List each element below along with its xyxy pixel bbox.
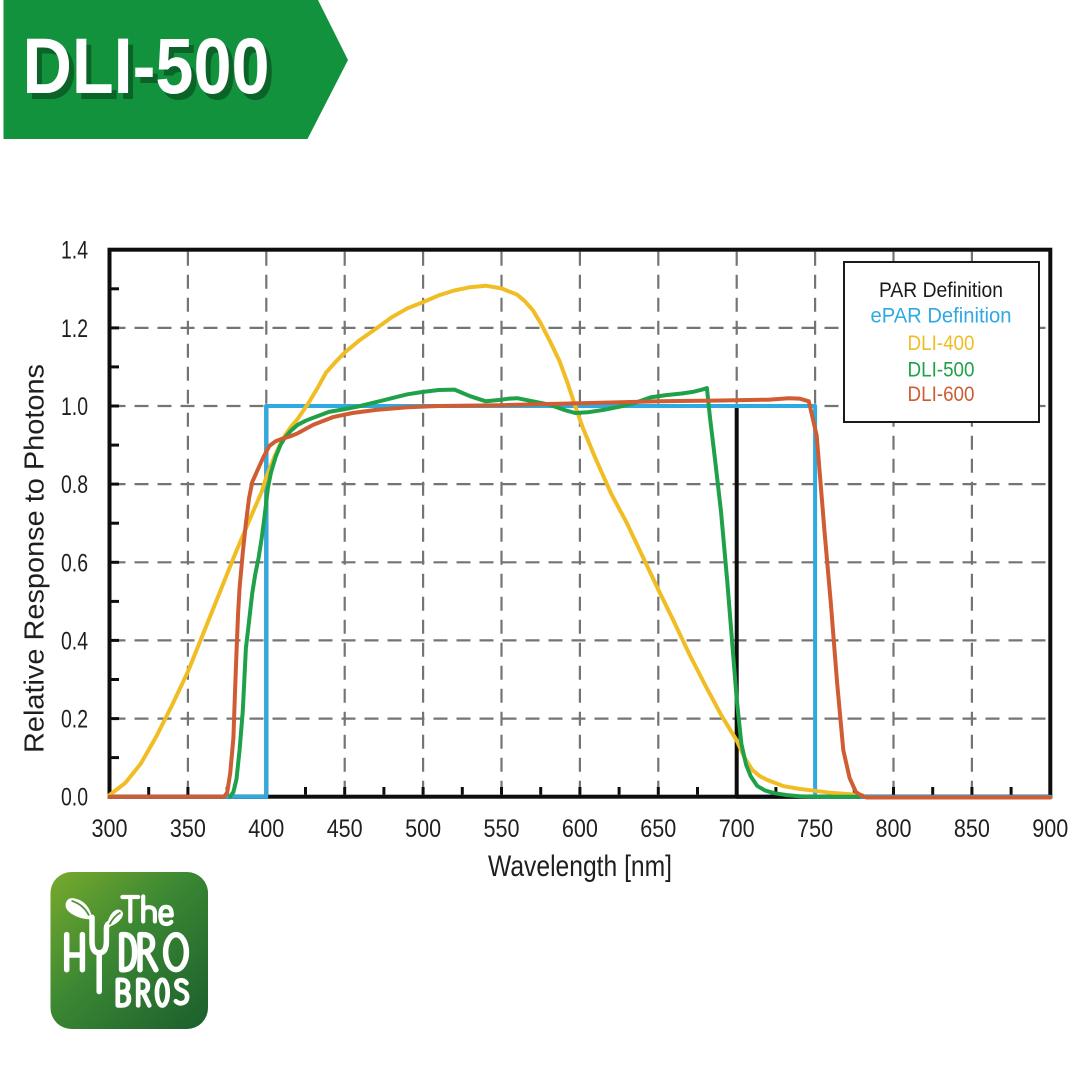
svg-text:700: 700 <box>719 815 755 843</box>
svg-text:0.4: 0.4 <box>61 627 88 655</box>
svg-text:PAR Definition: PAR Definition <box>879 278 1003 302</box>
svg-text:DLI-500: DLI-500 <box>23 21 270 110</box>
svg-text:0.2: 0.2 <box>61 706 88 734</box>
svg-text:Relative Response to Photons: Relative Response to Photons <box>19 364 50 753</box>
svg-text:450: 450 <box>327 815 363 843</box>
svg-text:0.0: 0.0 <box>61 784 88 812</box>
svg-text:DLI-400: DLI-400 <box>908 331 975 355</box>
svg-text:0.8: 0.8 <box>61 471 88 499</box>
svg-text:650: 650 <box>640 815 676 843</box>
svg-text:DLI-500: DLI-500 <box>28 27 275 116</box>
svg-text:400: 400 <box>248 815 284 843</box>
svg-text:1.0: 1.0 <box>61 393 88 421</box>
svg-text:ePAR Definition: ePAR Definition <box>871 304 1012 328</box>
svg-text:600: 600 <box>562 815 598 843</box>
svg-text:850: 850 <box>954 815 990 843</box>
svg-text:DLI-600: DLI-600 <box>908 382 975 406</box>
svg-text:550: 550 <box>484 815 520 843</box>
svg-text:1.4: 1.4 <box>61 237 88 265</box>
svg-text:0.6: 0.6 <box>61 549 88 577</box>
svg-text:750: 750 <box>797 815 833 843</box>
svg-text:DLI-500: DLI-500 <box>908 358 975 382</box>
svg-text:800: 800 <box>876 815 912 843</box>
svg-text:1.2: 1.2 <box>61 315 88 343</box>
svg-text:350: 350 <box>170 815 206 843</box>
svg-text:300: 300 <box>92 815 128 843</box>
svg-text:900: 900 <box>1032 815 1068 843</box>
svg-text:Wavelength [nm]: Wavelength [nm] <box>488 850 672 883</box>
svg-text:500: 500 <box>405 815 441 843</box>
